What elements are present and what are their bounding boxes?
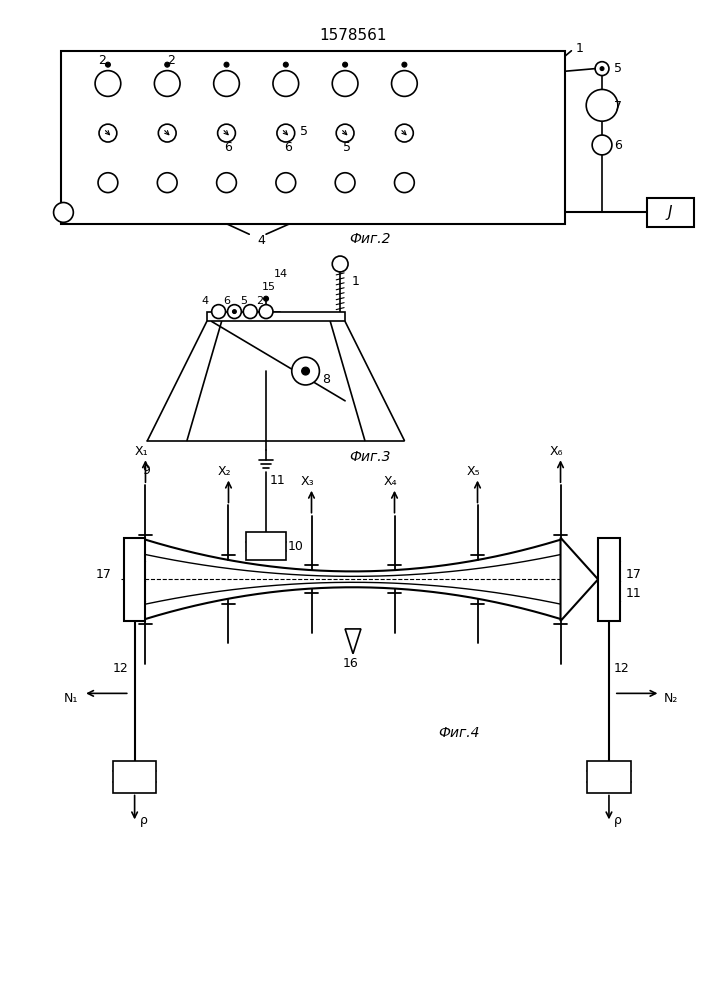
Polygon shape (345, 629, 361, 654)
Text: 14: 14 (274, 269, 288, 279)
Text: 11: 11 (626, 587, 641, 600)
Text: 2: 2 (256, 296, 263, 306)
Text: 1: 1 (575, 42, 583, 55)
Circle shape (395, 173, 414, 193)
Text: N₁: N₁ (64, 692, 78, 705)
Text: ρ: ρ (139, 814, 148, 827)
Circle shape (277, 124, 295, 142)
Text: 12: 12 (614, 662, 630, 675)
Text: 5: 5 (343, 141, 351, 154)
Text: ρ: ρ (614, 814, 621, 827)
Text: 8: 8 (322, 373, 330, 386)
Bar (113, 761, 156, 793)
Text: X₃: X₃ (300, 475, 315, 488)
Text: N₂: N₂ (663, 692, 678, 705)
Circle shape (233, 310, 236, 314)
Circle shape (402, 62, 407, 67)
Circle shape (98, 173, 118, 193)
Text: 2: 2 (98, 54, 106, 67)
Circle shape (158, 173, 177, 193)
Polygon shape (561, 538, 598, 621)
Circle shape (264, 296, 269, 301)
Text: 10: 10 (288, 540, 304, 553)
Bar (206, 312, 345, 321)
Text: 7: 7 (614, 100, 622, 113)
Text: 5: 5 (300, 125, 308, 138)
Circle shape (302, 367, 310, 375)
Circle shape (335, 173, 355, 193)
Circle shape (95, 71, 121, 96)
Bar (124, 538, 146, 621)
Text: 1: 1 (352, 275, 360, 288)
Text: 17: 17 (626, 568, 642, 581)
Text: 6: 6 (614, 139, 621, 152)
Circle shape (228, 305, 241, 319)
Text: 4: 4 (201, 296, 209, 306)
Circle shape (54, 202, 74, 222)
Bar (62, 51, 566, 224)
Circle shape (337, 124, 354, 142)
Circle shape (592, 135, 612, 155)
Text: X₅: X₅ (467, 465, 480, 478)
Text: 1578561: 1578561 (320, 28, 387, 43)
Circle shape (99, 124, 117, 142)
Bar (646, 198, 694, 227)
Circle shape (273, 71, 298, 96)
Text: 2: 2 (168, 54, 175, 67)
Circle shape (211, 305, 226, 319)
Circle shape (105, 62, 110, 67)
Circle shape (165, 62, 170, 67)
Circle shape (243, 305, 257, 319)
Circle shape (259, 305, 273, 319)
Text: 6: 6 (223, 296, 230, 306)
Text: X₆: X₆ (550, 445, 563, 458)
Text: 15: 15 (262, 282, 276, 292)
Circle shape (332, 71, 358, 96)
Circle shape (284, 62, 288, 67)
Text: X₄: X₄ (384, 475, 397, 488)
Text: 6: 6 (284, 141, 292, 154)
Circle shape (218, 124, 235, 142)
Text: 5: 5 (240, 296, 247, 306)
Circle shape (216, 173, 236, 193)
Circle shape (395, 124, 414, 142)
Text: 5: 5 (614, 62, 622, 75)
Circle shape (343, 62, 348, 67)
Circle shape (595, 62, 609, 76)
Text: 11: 11 (270, 474, 286, 487)
Text: 16: 16 (343, 657, 359, 670)
Circle shape (392, 71, 417, 96)
Text: 4: 4 (257, 234, 265, 247)
Text: 12: 12 (113, 662, 129, 675)
Text: Фиг.4: Фиг.4 (438, 726, 479, 740)
Text: 17: 17 (96, 568, 112, 581)
Circle shape (158, 124, 176, 142)
Text: 9: 9 (143, 464, 151, 477)
Circle shape (332, 256, 348, 272)
Bar (246, 532, 286, 560)
Circle shape (586, 89, 618, 121)
Bar (598, 538, 620, 621)
Text: X₁: X₁ (135, 445, 148, 458)
Circle shape (224, 62, 229, 67)
Circle shape (214, 71, 240, 96)
Circle shape (276, 173, 296, 193)
Bar (588, 761, 631, 793)
Text: Фиг.2: Фиг.2 (349, 232, 390, 246)
Text: J: J (668, 205, 672, 220)
Circle shape (154, 71, 180, 96)
Text: X₂: X₂ (218, 465, 231, 478)
Circle shape (600, 67, 604, 71)
Text: Фиг.3: Фиг.3 (349, 450, 390, 464)
Text: 6: 6 (225, 141, 233, 154)
Circle shape (292, 357, 320, 385)
